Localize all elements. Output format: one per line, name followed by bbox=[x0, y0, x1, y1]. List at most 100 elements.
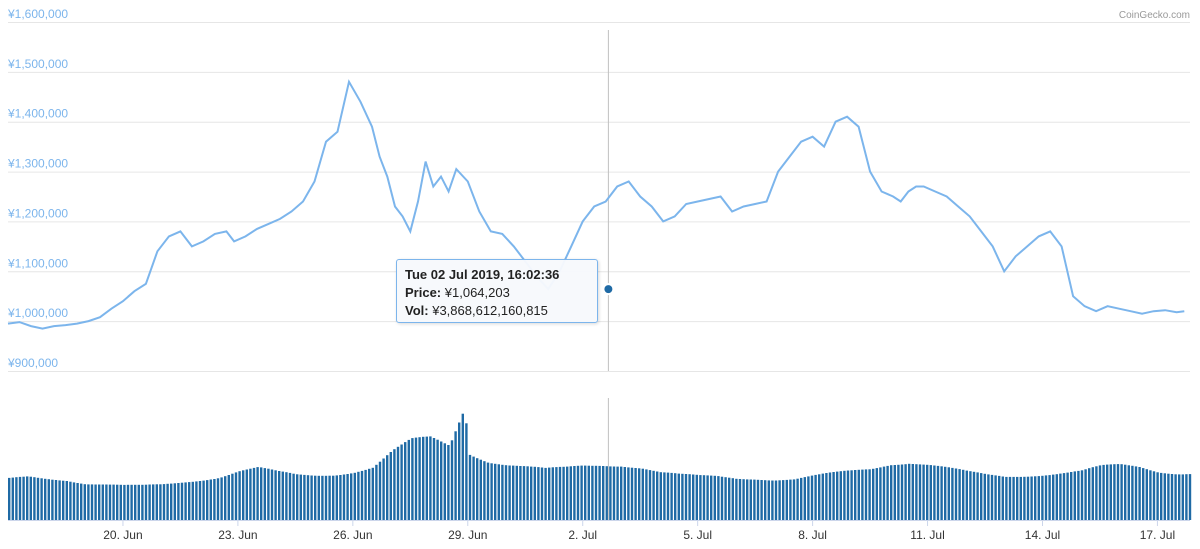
volume-bar bbox=[450, 440, 454, 520]
volume-bar bbox=[663, 472, 666, 520]
volume-bar bbox=[839, 471, 842, 520]
volume-bar bbox=[688, 474, 691, 520]
volume-bar bbox=[80, 483, 83, 520]
volume-bar bbox=[94, 484, 97, 520]
volume-bar bbox=[1070, 472, 1073, 520]
volume-bar bbox=[224, 476, 227, 520]
volume-bar bbox=[270, 469, 274, 520]
volume-bar bbox=[1080, 470, 1084, 520]
volume-bar bbox=[1102, 464, 1105, 520]
volume-bar bbox=[360, 470, 364, 520]
volume-bar bbox=[378, 461, 382, 520]
volume-bar bbox=[108, 484, 112, 520]
volume-bar bbox=[850, 470, 853, 520]
volume-bar bbox=[476, 458, 479, 520]
volume-bar bbox=[414, 437, 418, 520]
tooltip-title: Tue 02 Jul 2019, 16:02:36 bbox=[405, 267, 560, 282]
volume-bar bbox=[36, 477, 40, 520]
volume-bar bbox=[1091, 467, 1094, 520]
volume-bar bbox=[382, 458, 385, 520]
volume-bar bbox=[803, 477, 806, 520]
x-tick-label: 2. Jul bbox=[568, 528, 597, 542]
volume-bar bbox=[922, 464, 925, 520]
volume-bar bbox=[274, 470, 277, 520]
volume-bar bbox=[1142, 468, 1145, 520]
volume-bar bbox=[544, 467, 547, 520]
volume-bar bbox=[98, 484, 101, 520]
volume-bar bbox=[810, 475, 814, 520]
volume-bar bbox=[915, 464, 918, 520]
volume-bar bbox=[537, 467, 540, 520]
volume-bar bbox=[432, 438, 436, 520]
volume-bar bbox=[472, 456, 475, 520]
volume-bar bbox=[951, 467, 954, 520]
volume-bar bbox=[364, 469, 367, 520]
volume-bar bbox=[796, 478, 799, 520]
volume-bar bbox=[314, 475, 317, 520]
volume-bar bbox=[724, 477, 727, 520]
volume-bar bbox=[62, 480, 65, 520]
volume-bar bbox=[47, 479, 50, 520]
volume-bar bbox=[1026, 476, 1030, 520]
volume-bar bbox=[220, 477, 223, 520]
volume-bar bbox=[494, 463, 497, 520]
volume-bar bbox=[1138, 467, 1141, 520]
volume-bar bbox=[8, 477, 11, 520]
price-gridlines bbox=[8, 22, 1190, 372]
volume-bar bbox=[1073, 471, 1076, 520]
x-tick-label: 23. Jun bbox=[218, 528, 257, 542]
volume-bar bbox=[634, 468, 637, 520]
volume-bar bbox=[1149, 470, 1152, 520]
volume-bar bbox=[782, 480, 785, 520]
volume-bar bbox=[861, 469, 864, 520]
volume-bar bbox=[969, 471, 972, 520]
volume-bar bbox=[1077, 470, 1080, 520]
volume-bar bbox=[440, 441, 443, 520]
volume-bar bbox=[807, 476, 810, 520]
volume-bar bbox=[1127, 465, 1130, 520]
volume-bar bbox=[15, 477, 18, 520]
volume-bar bbox=[800, 477, 803, 520]
volume-bar bbox=[911, 464, 914, 520]
volume-bar bbox=[458, 422, 461, 520]
volume-bar bbox=[468, 454, 472, 520]
volume-bar bbox=[148, 484, 151, 520]
volume-bar bbox=[1145, 469, 1148, 520]
volume-bar bbox=[580, 465, 583, 520]
price-axis-labels: ¥900,000 ¥1,000,000 ¥1,100,000 ¥1,200,000 ¥1… bbox=[7, 7, 68, 370]
hover-marker[interactable] bbox=[602, 283, 615, 296]
tooltip-vol-label: Vol: bbox=[405, 303, 429, 318]
volume-bar bbox=[227, 475, 230, 520]
volume-bar bbox=[702, 475, 706, 520]
volume-bar bbox=[587, 465, 590, 520]
credit-link[interactable]: CoinGecko.com bbox=[1119, 10, 1190, 21]
volume-bar bbox=[58, 480, 61, 520]
volume-bar bbox=[684, 474, 688, 520]
volume-bar bbox=[674, 473, 677, 520]
volume-bar bbox=[713, 475, 716, 520]
volume-bar bbox=[44, 478, 47, 520]
volume-bar bbox=[591, 465, 594, 520]
volume-bar bbox=[756, 479, 760, 520]
volume-bar bbox=[368, 468, 371, 520]
volume-bar bbox=[602, 466, 605, 520]
volume-bar bbox=[393, 449, 396, 520]
volume-bar bbox=[1185, 474, 1188, 520]
volume-bar bbox=[717, 476, 720, 520]
volume-bar bbox=[411, 438, 414, 520]
volume-bar bbox=[551, 467, 554, 520]
volume-bar bbox=[188, 482, 191, 520]
volume-bar bbox=[51, 479, 54, 520]
volume-bar bbox=[519, 466, 522, 520]
volume-bar bbox=[1113, 464, 1116, 520]
volume-bar bbox=[764, 480, 767, 520]
volume-bar bbox=[1098, 465, 1102, 520]
volume-bar bbox=[558, 466, 562, 520]
volume-bar bbox=[296, 474, 299, 520]
volume-bar bbox=[162, 484, 166, 520]
volume-bar bbox=[656, 471, 659, 520]
volume-bar bbox=[252, 467, 256, 520]
volume-bar bbox=[119, 484, 122, 520]
volume-bar bbox=[332, 475, 335, 520]
